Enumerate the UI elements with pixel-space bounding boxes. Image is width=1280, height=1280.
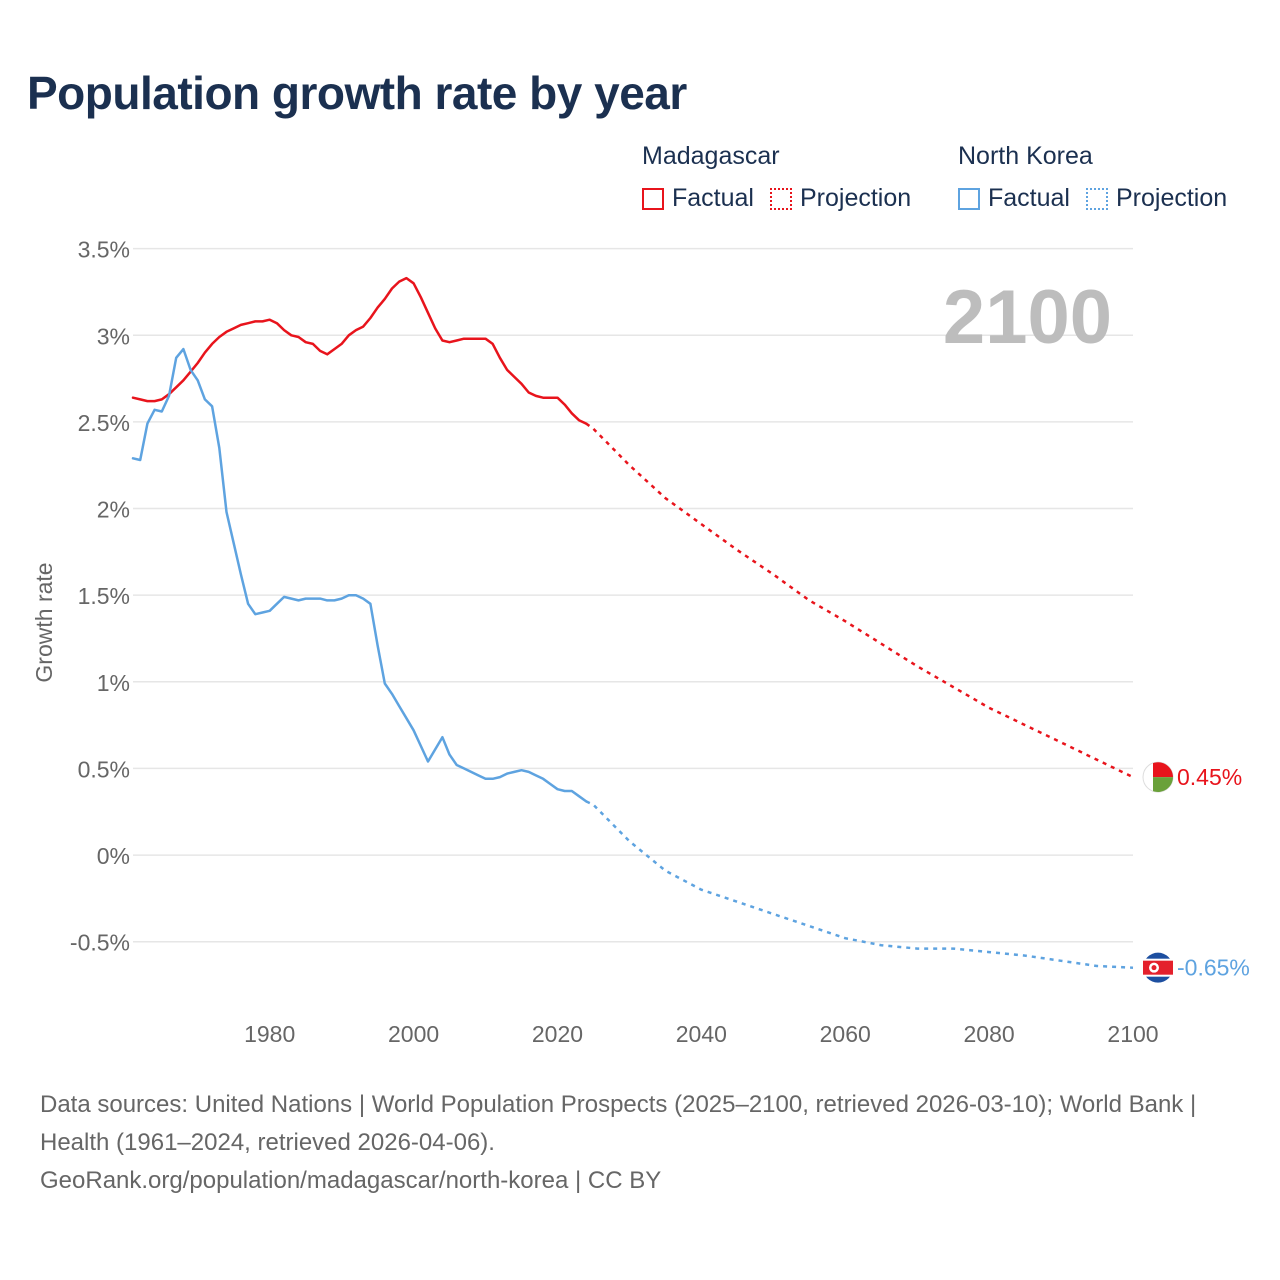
y-tick-label: 0.5% — [78, 756, 130, 782]
series-line-madagascar-projection — [585, 422, 1134, 779]
solid-line-swatch-icon — [642, 187, 664, 210]
year-watermark: 2100 — [943, 275, 1112, 360]
legend-north-korea: North Korea Factual Projection — [958, 142, 1243, 213]
x-tick-label: 2040 — [676, 1021, 727, 1047]
madagascar-flag-red-band — [1153, 762, 1173, 778]
x-tick-label: 2000 — [388, 1021, 439, 1047]
legend-madagascar-factual-label: Factual — [672, 184, 754, 212]
x-tick-label: 2100 — [1107, 1021, 1158, 1047]
legend-north-korea-projection[interactable]: Projection — [1085, 184, 1228, 213]
legend-madagascar-projection-label: Projection — [799, 184, 912, 212]
legend-country-north-korea: North Korea — [958, 142, 1093, 170]
legend-north-korea-projection-label: Projection — [1115, 184, 1228, 212]
dotted-line-swatch-icon — [1085, 187, 1108, 210]
legend-madagascar-projection[interactable]: Projection — [769, 184, 912, 213]
end-value-label-madagascar: 0.45% — [1177, 764, 1242, 790]
y-tick-label: 1% — [97, 670, 130, 696]
y-tick-label: 0% — [97, 843, 130, 869]
series-line-north-korea-factual — [131, 347, 588, 803]
north-korea-flag-star — [1151, 965, 1157, 971]
data-sources: Data sources: United Nations | World Pop… — [40, 1091, 1197, 1156]
series-line-madagascar-factual — [131, 276, 588, 425]
legend-madagascar-factual[interactable]: Factual — [642, 184, 754, 213]
footer: Data sources: United Nations | World Pop… — [40, 1086, 1240, 1200]
x-tick-label: 2060 — [820, 1021, 871, 1047]
x-tick-label: 1980 — [244, 1021, 295, 1047]
credit-link[interactable]: GeoRank.org/population/madagascar/north-… — [40, 1167, 662, 1194]
madagascar-flag-green-band — [1153, 777, 1173, 792]
chart-title: Population growth rate by year — [27, 67, 687, 119]
legend-madagascar: Madagascar Factual Projection — [642, 142, 927, 213]
series-line-north-korea-projection — [585, 800, 1134, 969]
y-tick-label: -0.5% — [70, 930, 130, 956]
dotted-line-swatch-icon — [769, 187, 792, 210]
y-tick-label: 1.5% — [78, 583, 130, 609]
x-tick-label: 2020 — [532, 1021, 583, 1047]
end-value-label-north-korea: -0.65% — [1177, 955, 1250, 981]
legend-north-korea-factual[interactable]: Factual — [958, 184, 1070, 213]
y-axis-label: Growth rate — [31, 562, 57, 682]
legend-north-korea-factual-label: Factual — [988, 184, 1070, 212]
solid-line-swatch-icon — [958, 187, 980, 210]
y-tick-label: 2.5% — [78, 410, 130, 436]
y-tick-label: 2% — [97, 497, 130, 523]
y-tick-label: 3% — [97, 323, 130, 349]
legend-country-madagascar: Madagascar — [642, 142, 780, 170]
line-chart: 3.5% 3% 2.5% 2% 1.5% 1% 0.5% 0% -0.5% 1980 2000 202… — [31, 237, 1250, 1047]
y-tick-label: 3.5% — [78, 237, 130, 263]
x-tick-label: 2080 — [964, 1021, 1015, 1047]
